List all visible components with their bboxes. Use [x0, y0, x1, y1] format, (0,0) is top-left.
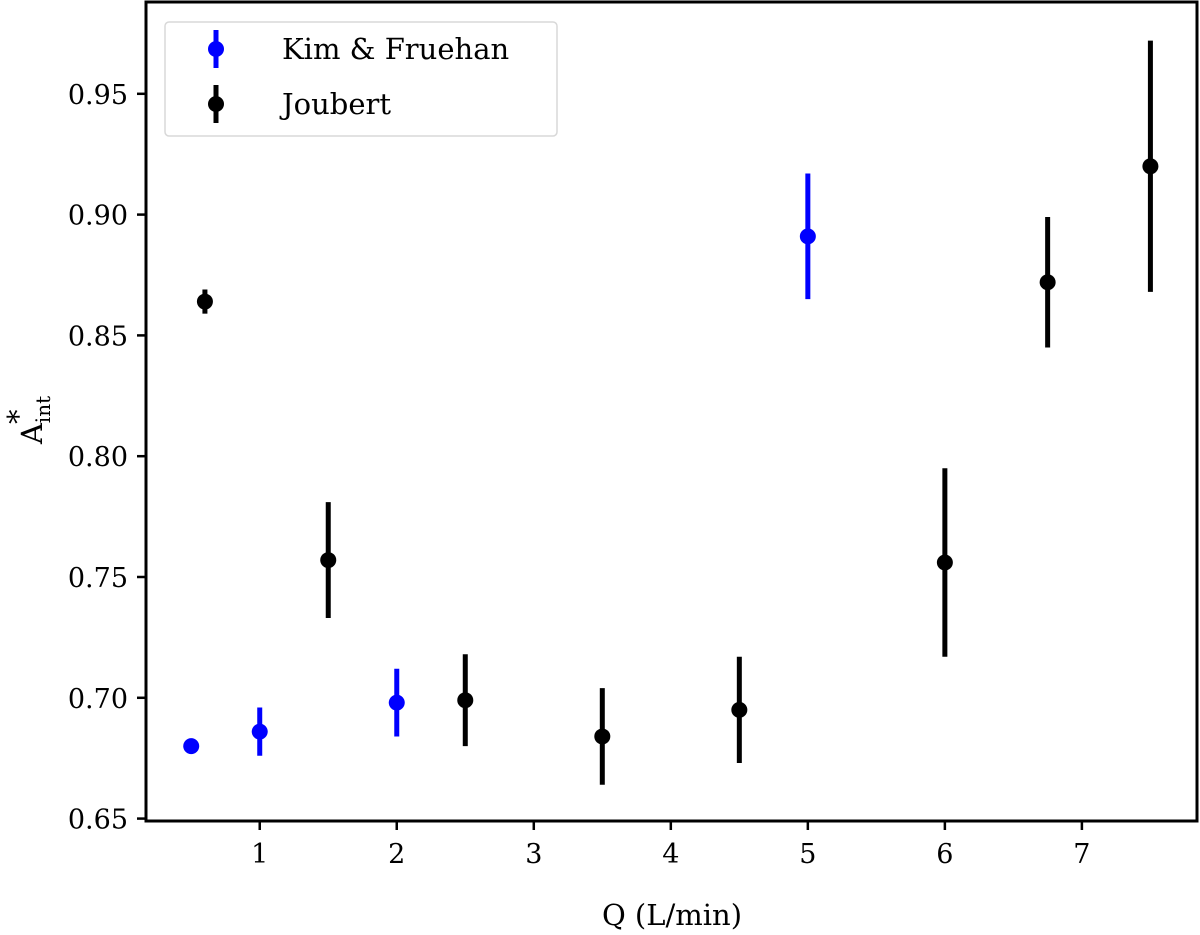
- data-point: [320, 552, 337, 569]
- data-point: [251, 723, 268, 740]
- data-point: [1142, 158, 1159, 175]
- data-point: [388, 694, 405, 711]
- data-point: [594, 728, 611, 745]
- x-axis-ticks: 1 2 3 4 5 6 7: [251, 821, 1090, 870]
- data-point: [936, 554, 953, 571]
- y-tick-label: 0.75: [68, 563, 128, 594]
- x-tick-label: 6: [936, 839, 953, 870]
- y-tick-label: 0.65: [68, 805, 128, 836]
- y-label-main: A: [15, 422, 49, 445]
- series-joubert: [196, 40, 1159, 785]
- y-tick-label: 0.80: [68, 442, 128, 473]
- x-axis-label: Q (L/min): [602, 898, 742, 932]
- series-kim-fruehan: [183, 173, 816, 756]
- y-label-sub: int: [31, 396, 55, 423]
- y-tick-label: 0.95: [68, 80, 128, 111]
- legend-item: Kim & Fruehan: [208, 30, 509, 68]
- data-point: [183, 738, 200, 755]
- data-point: [1039, 274, 1056, 291]
- x-tick-label: 5: [799, 839, 816, 870]
- data-point: [196, 293, 213, 310]
- legend-item: Joubert: [208, 85, 391, 123]
- y-tick-label: 0.90: [68, 201, 128, 232]
- svg-text:Aint: Aint: [15, 396, 55, 445]
- data-point: [731, 701, 748, 718]
- data-point: [457, 692, 474, 709]
- plot-area: [183, 40, 1159, 785]
- y-label-sup: *: [1, 409, 35, 424]
- legend-label: Joubert: [279, 87, 391, 121]
- data-point: [799, 228, 816, 245]
- legend-label: Kim & Fruehan: [282, 32, 509, 66]
- legend-dot-icon: [208, 41, 224, 57]
- x-tick-label: 2: [388, 839, 405, 870]
- x-tick-label: 3: [525, 839, 542, 870]
- y-axis-label: Aint *: [1, 396, 55, 445]
- x-tick-label: 7: [1073, 839, 1090, 870]
- legend-dot-icon: [208, 96, 224, 112]
- x-tick-label: 4: [662, 839, 679, 870]
- x-tick-label: 1: [251, 839, 268, 870]
- legend-box: [164, 21, 558, 137]
- y-tick-label: 0.85: [68, 321, 128, 352]
- y-axis-ticks: 0.65 0.70 0.75 0.80 0.85 0.90 0.95: [68, 80, 146, 836]
- y-tick-label: 0.70: [68, 684, 128, 715]
- legend: Kim & Fruehan Joubert: [164, 21, 558, 137]
